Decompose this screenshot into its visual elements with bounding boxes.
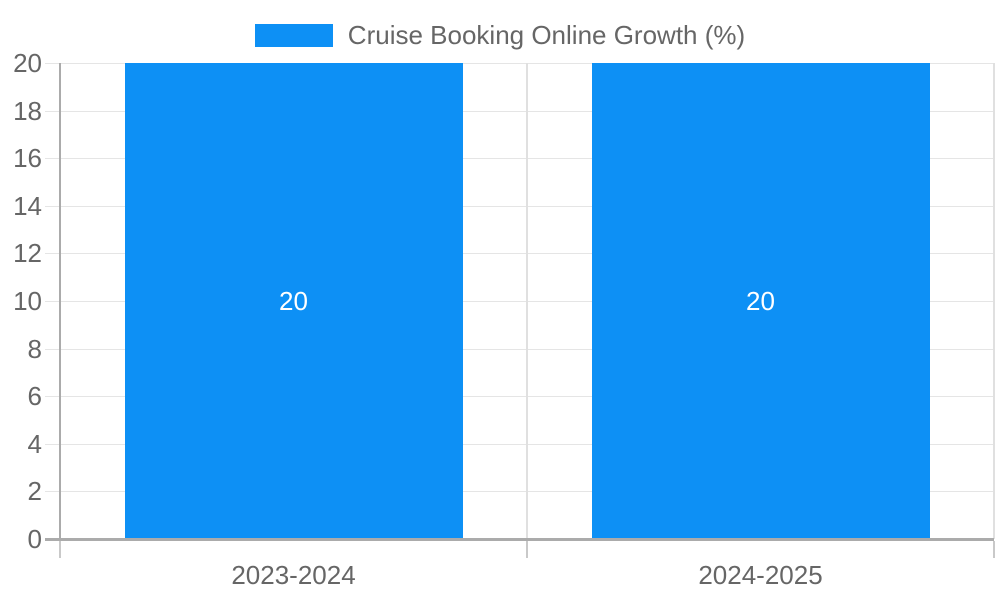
gridline [45, 348, 994, 350]
x-tick-label: 2023-2024 [231, 560, 356, 590]
chart-legend[interactable]: Cruise Booking Online Growth (%) [0, 20, 1000, 51]
gridline [45, 396, 994, 398]
category-boundary-line [993, 63, 995, 539]
bar-2023-2024[interactable] [124, 63, 463, 539]
gridline [45, 443, 994, 445]
y-tick-label: 20 [13, 48, 42, 78]
bar-value-label: 20 [746, 286, 775, 316]
y-tick-label: 2 [27, 476, 42, 507]
x-axis-tick [526, 541, 528, 558]
x-tick-label: 2024-2025 [698, 560, 823, 590]
gridline [45, 110, 994, 112]
gridline [45, 301, 994, 302]
category-boundary-line [526, 63, 528, 539]
bar-value-label: 20 [279, 286, 308, 316]
x-axis-tick [993, 541, 995, 558]
x-axis-tick [59, 541, 61, 558]
gridline [45, 63, 994, 64]
bar-2024-2025[interactable] [591, 63, 930, 539]
y-tick-label: 10 [13, 286, 42, 316]
x-axis-baseline [45, 538, 994, 541]
y-tick-label: 12 [13, 238, 42, 269]
gridline [45, 491, 994, 493]
y-tick-label: 0 [27, 524, 42, 554]
legend-label: Cruise Booking Online Growth (%) [347, 20, 746, 50]
y-tick-label: 4 [27, 428, 42, 459]
y-axis-line [59, 63, 61, 539]
gridline [45, 205, 994, 207]
y-tick-label: 18 [13, 95, 42, 126]
gridline [45, 253, 994, 255]
y-tick-label: 14 [13, 190, 42, 221]
legend-swatch [254, 24, 333, 47]
y-tick-label: 8 [27, 333, 42, 364]
y-tick-label: 6 [27, 381, 42, 412]
y-tick-label: 16 [13, 143, 42, 174]
gridline [45, 158, 994, 160]
